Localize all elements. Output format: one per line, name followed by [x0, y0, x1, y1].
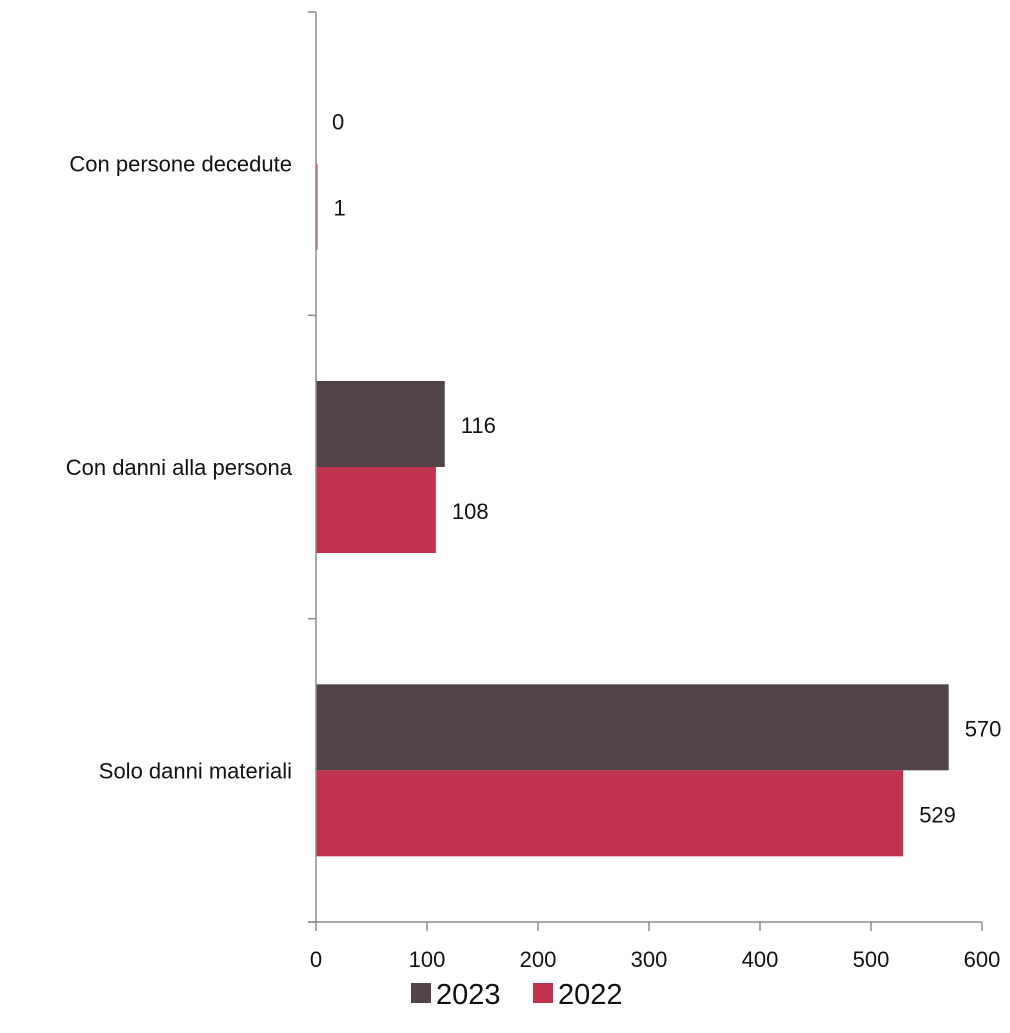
labels-layer: 0 1 Con persone decedute 116 108 Con danni al… — [66, 110, 1002, 972]
bars-layer — [316, 163, 949, 857]
category-label: Con danni alla persona — [66, 455, 293, 480]
data-label-2022-1: 108 — [452, 499, 489, 524]
legend-label-2023: 2023 — [436, 979, 501, 1011]
x-tick-label: 400 — [742, 947, 779, 972]
legend-swatch-2022 — [533, 983, 553, 1003]
bar-2023-1 — [316, 381, 445, 467]
legend-swatch-2023 — [411, 983, 431, 1003]
bar-2023-2 — [316, 684, 949, 771]
data-label-2023-1: 116 — [461, 413, 496, 438]
x-tick-label: 600 — [964, 947, 1001, 972]
x-tick-label: 500 — [853, 947, 890, 972]
bar-2022-2 — [316, 770, 904, 857]
category-label: Solo danni materiali — [99, 758, 292, 783]
axes-layer — [308, 11, 983, 931]
data-label-2022-0: 1 — [334, 196, 346, 221]
x-tick-label: 200 — [520, 947, 557, 972]
data-label-2023-2: 570 — [965, 716, 1002, 741]
bar-2022-1 — [316, 467, 436, 553]
data-label-2023-0: 0 — [332, 110, 344, 135]
data-label-2022-2: 529 — [919, 802, 956, 827]
legend-label-2022: 2022 — [558, 979, 623, 1011]
category-label: Con persone decedute — [69, 152, 292, 177]
x-tick-label: 100 — [409, 947, 446, 972]
x-tick-label: 0 — [310, 947, 322, 972]
legend: 2023 2022 — [411, 979, 623, 1011]
x-tick-label: 300 — [631, 947, 668, 972]
